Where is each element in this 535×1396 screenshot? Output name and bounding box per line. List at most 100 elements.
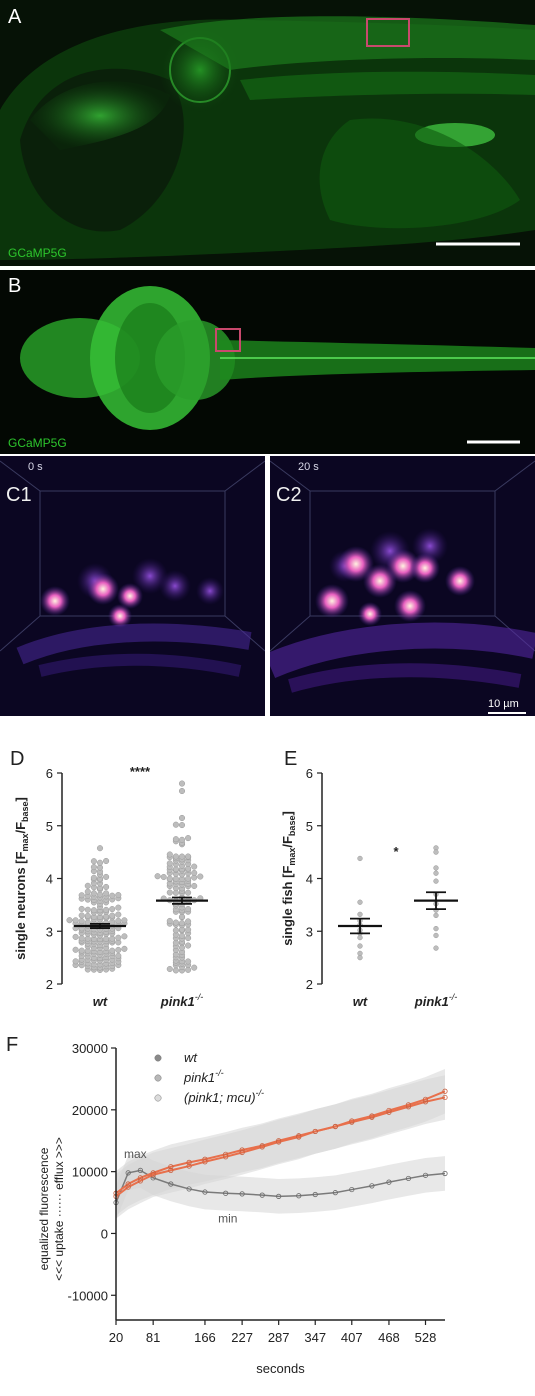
panel-c1-label: C1 (6, 484, 32, 506)
data-point (115, 917, 122, 924)
data-point (172, 853, 179, 860)
data-point (178, 814, 186, 822)
panel-c1: C1 0 s (0, 456, 265, 716)
panel-c-scale-label: 10 µm (488, 698, 519, 710)
series-point (442, 1088, 448, 1094)
data-point (78, 947, 85, 954)
y-tick-label: -10000 (68, 1288, 108, 1303)
data-point (433, 945, 439, 951)
data-point (90, 864, 97, 871)
panel-b-stain-label: GCaMP5G (8, 436, 67, 450)
series-point (369, 1113, 375, 1119)
series-line (115, 1090, 446, 1198)
panel-a-micrograph (0, 0, 535, 266)
data-point (90, 890, 97, 897)
data-point (84, 906, 91, 913)
data-point (160, 873, 167, 881)
panel-b: B GCaMP5G (0, 270, 535, 454)
y-tick-label: 2 (306, 977, 313, 992)
series-point (332, 1123, 338, 1130)
scale-bar (488, 712, 526, 714)
data-point (185, 918, 192, 925)
data-point (121, 933, 128, 940)
y-axis-label-2: <<< uptake ······ efflux >>> (52, 1137, 66, 1281)
data-point (84, 912, 91, 919)
data-point (172, 836, 179, 843)
significance-marker: **** (130, 764, 151, 779)
data-point (78, 918, 85, 925)
data-point (72, 958, 79, 965)
data-point (178, 836, 186, 843)
x-tick-label: 227 (231, 1330, 253, 1345)
series-point (405, 1175, 412, 1182)
data-point (166, 917, 173, 925)
x-axis-label: seconds (256, 1361, 305, 1376)
data-point (84, 888, 91, 895)
data-point (103, 883, 110, 891)
y-tick-label: 3 (46, 924, 53, 939)
data-point (72, 946, 79, 953)
significance-marker: * (393, 844, 399, 859)
data-point (103, 890, 110, 897)
data-point (172, 919, 179, 926)
x-tick-label: 468 (378, 1330, 400, 1345)
series-point (125, 1184, 131, 1190)
chart-d: 2 3 4 5 6 single neurons [Fmax/Fbase] wt pink1-… (13, 764, 208, 1009)
series-point (442, 1170, 448, 1177)
panel-a-label: A (8, 6, 22, 28)
data-point (185, 958, 192, 965)
data-point (433, 932, 439, 939)
x-tick-label: 20 (109, 1330, 123, 1345)
legend-marker (154, 1074, 162, 1082)
x-tick-label: wt (93, 994, 108, 1009)
annotation-max: max (124, 1147, 147, 1161)
y-tick-label: 5 (46, 819, 53, 834)
annotation-min: min (218, 1211, 237, 1225)
data-point (109, 906, 116, 913)
data-point (96, 845, 104, 852)
series-point (312, 1191, 318, 1198)
data-point (178, 822, 186, 829)
y-tick-label: 6 (46, 766, 53, 781)
y-tick-label: 10000 (72, 1165, 108, 1180)
series-point (349, 1186, 355, 1193)
data-point (433, 849, 439, 855)
y-tick-label: 20000 (72, 1103, 108, 1118)
data-point (115, 946, 122, 953)
data-point (109, 935, 116, 942)
data-point (191, 869, 198, 876)
legend-marker (154, 1054, 162, 1062)
y-axis-label: single fish [Fmax/Fbase] (280, 811, 297, 946)
data-point (103, 857, 110, 865)
series-point (239, 1149, 245, 1156)
legend-label: (pink1; mcu)-/- (184, 1088, 264, 1105)
data-point (197, 873, 204, 880)
data-point (172, 927, 179, 934)
y-tick-label: 2 (46, 977, 53, 992)
series-point (276, 1139, 282, 1145)
series-point (137, 1167, 143, 1173)
data-point (103, 873, 110, 880)
series-point (150, 1172, 156, 1178)
confidence-band (116, 1153, 445, 1220)
data-point (166, 851, 173, 858)
data-point (154, 873, 161, 880)
data-point (178, 920, 186, 927)
panel-c1-micrograph (0, 456, 265, 716)
x-tick-label: 407 (341, 1330, 363, 1345)
series-point (137, 1178, 143, 1184)
panel-c2-timestamp: 20 s (298, 461, 319, 473)
data-point (90, 907, 97, 914)
data-point (191, 964, 198, 971)
x-tick-label: 528 (415, 1330, 437, 1345)
data-point (84, 882, 91, 889)
data-point (166, 965, 173, 973)
data-point (115, 934, 122, 941)
series-point (312, 1128, 318, 1135)
panel-a-stain-label: GCaMP5G (8, 246, 67, 260)
series-point (239, 1191, 245, 1197)
data-point (109, 892, 116, 899)
data-point (96, 859, 104, 866)
panel-c1-timestamp: 0 s (28, 461, 43, 473)
data-point (185, 889, 192, 896)
